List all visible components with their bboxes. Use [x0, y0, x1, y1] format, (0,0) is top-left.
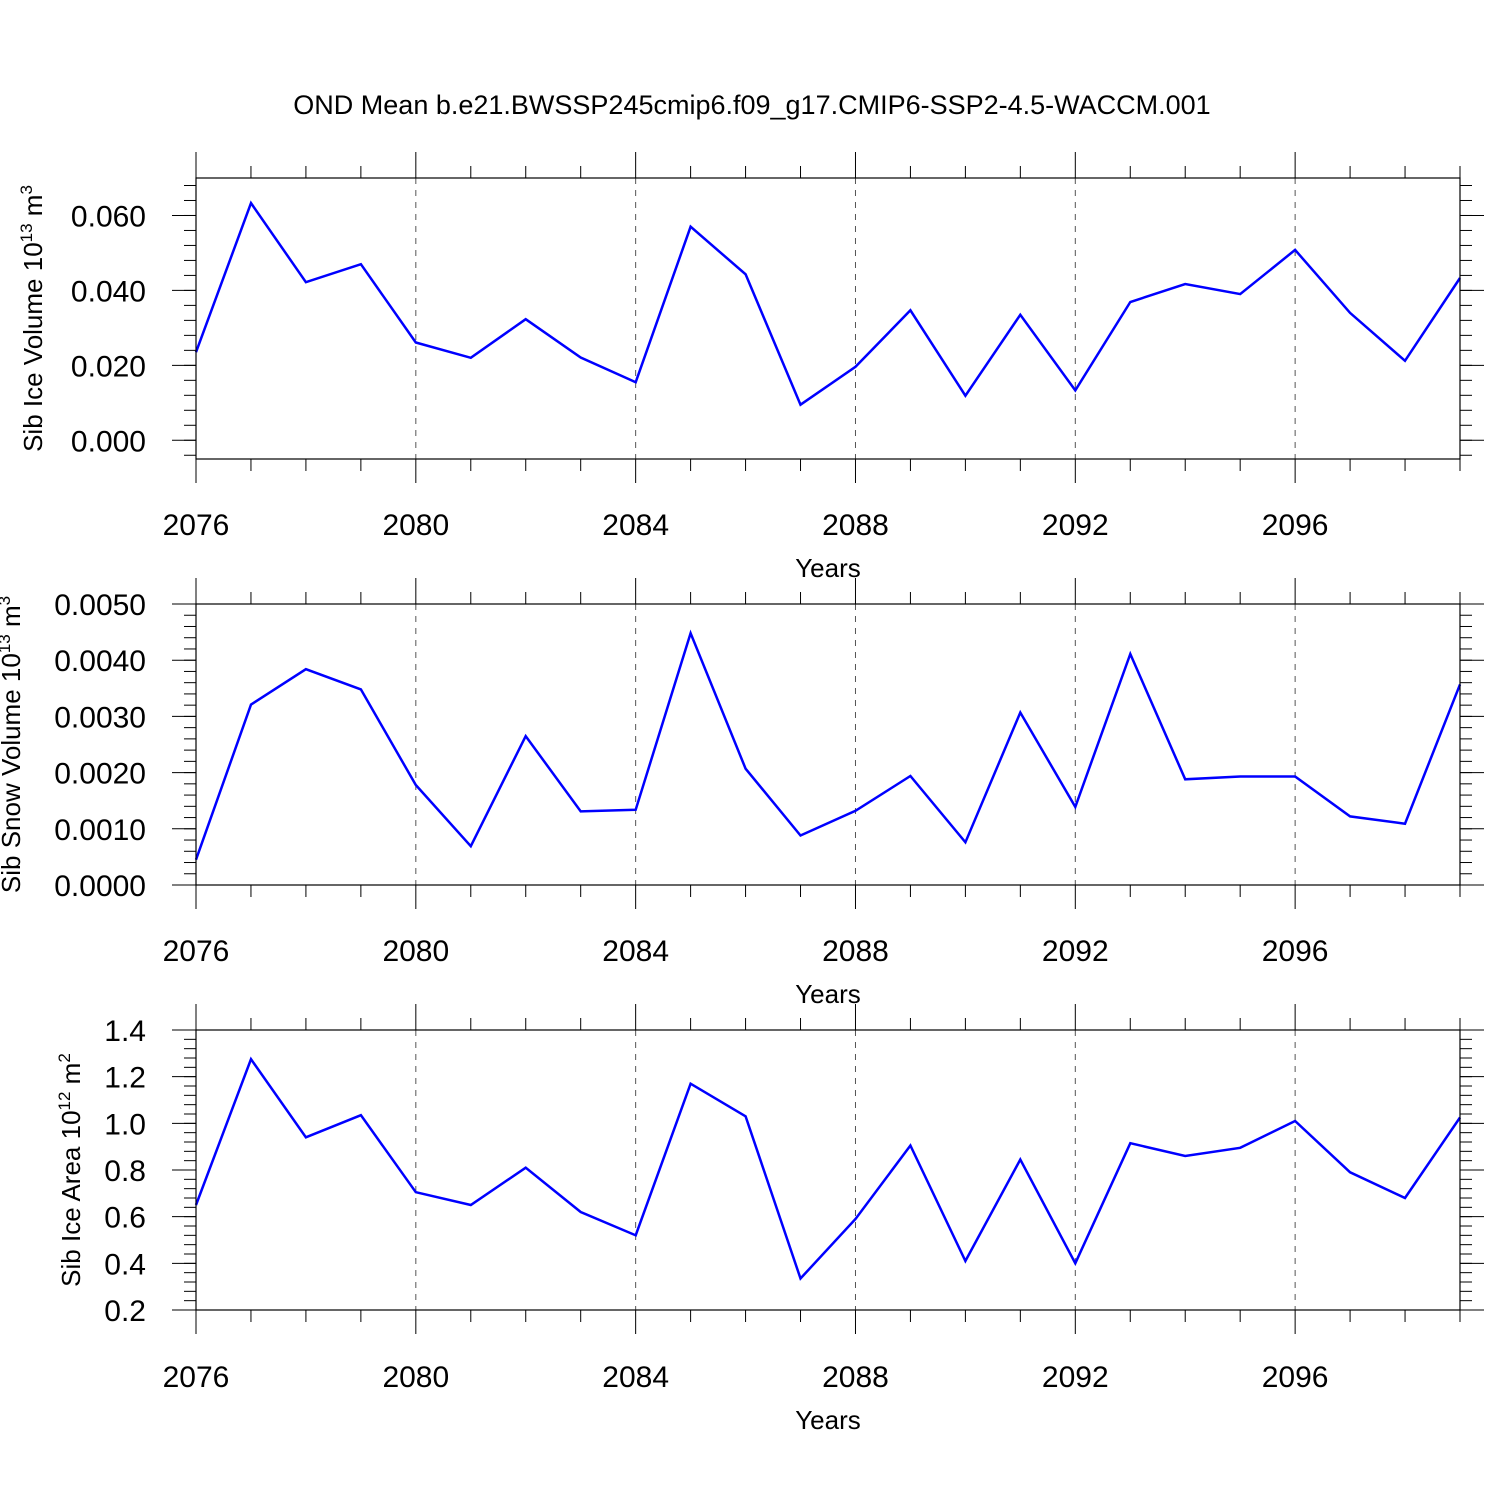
x-tick-label: 2080 — [382, 935, 449, 968]
x-tick-label: 2088 — [822, 509, 889, 542]
series-line — [194, 629, 1462, 861]
x-tick-label: 2084 — [602, 935, 669, 968]
plot-frame — [195, 177, 1461, 460]
y-tick-label: 1.4 — [104, 1015, 146, 1048]
y-tick-label: 0.0030 — [54, 701, 146, 734]
y-axis-title: Sib Ice Area 1012 m2 — [55, 1053, 86, 1287]
chart-title: OND Mean b.e21.BWSSP245cmip6.f09_g17.CMI… — [293, 90, 1210, 120]
y-tick-label: 1.0 — [104, 1108, 146, 1141]
x-tick-label: 2080 — [382, 1361, 449, 1394]
y-tick-label: 0.0010 — [54, 814, 146, 847]
y-tick-label: 0.060 — [71, 200, 146, 233]
x-tick-label: 2096 — [1262, 509, 1329, 542]
x-tick-label: 2076 — [163, 935, 230, 968]
x-tick-label: 2096 — [1262, 1361, 1329, 1394]
panel-1: 0.000 0.020 0.040 0.060 2076 2080 2084 2088 2092… — [17, 152, 1484, 583]
y-axis-title: Sib Snow Volume 1013 m3 — [0, 596, 26, 893]
x-axis-title: Years — [795, 979, 861, 1009]
y-tick-label: 0.000 — [71, 425, 146, 458]
y-tick-label: 0.4 — [104, 1248, 146, 1281]
panel-2: 0.0000 0.0010 0.0020 0.0030 0.0040 0.0050 2076… — [0, 578, 1484, 1009]
x-tick-label: 2088 — [822, 935, 889, 968]
x-tick-label: 2096 — [1262, 935, 1329, 968]
x-axis-title: Years — [795, 553, 861, 583]
plot-frame — [195, 603, 1461, 886]
y-tick-label: 0.6 — [104, 1202, 146, 1235]
y-tick-label: 0.0000 — [54, 870, 146, 903]
x-tick-label: 2080 — [382, 509, 449, 542]
y-tick-label: 0.040 — [71, 275, 146, 308]
y-tick-label: 0.0050 — [54, 589, 146, 622]
y-tick-label: 0.8 — [104, 1155, 146, 1188]
y-tick-label: 1.2 — [104, 1062, 146, 1095]
y-axis-title: Sib Ice Volume 1013 m3 — [17, 185, 48, 452]
x-tick-label: 2084 — [602, 1361, 669, 1394]
series-line — [194, 1056, 1462, 1281]
y-tick-label: 0.0020 — [54, 758, 146, 791]
x-tick-label: 2092 — [1042, 509, 1109, 542]
x-tick-label: 2092 — [1042, 935, 1109, 968]
x-tick-label: 2092 — [1042, 1361, 1109, 1394]
y-tick-label: 0.020 — [71, 350, 146, 383]
series-line — [194, 200, 1462, 407]
x-axis-title: Years — [795, 1405, 861, 1435]
x-tick-label: 2084 — [602, 509, 669, 542]
x-tick-label: 2088 — [822, 1361, 889, 1394]
y-tick-label: 0.0040 — [54, 645, 146, 678]
y-tick-label: 0.2 — [104, 1295, 146, 1328]
x-tick-label: 2076 — [163, 1361, 230, 1394]
plot-frame — [195, 1029, 1461, 1311]
panel-3: 0.2 0.4 0.6 0.8 1.0 1.2 1.4 2076 2080 2084 2088 209… — [55, 1004, 1484, 1435]
x-tick-label: 2076 — [163, 509, 230, 542]
